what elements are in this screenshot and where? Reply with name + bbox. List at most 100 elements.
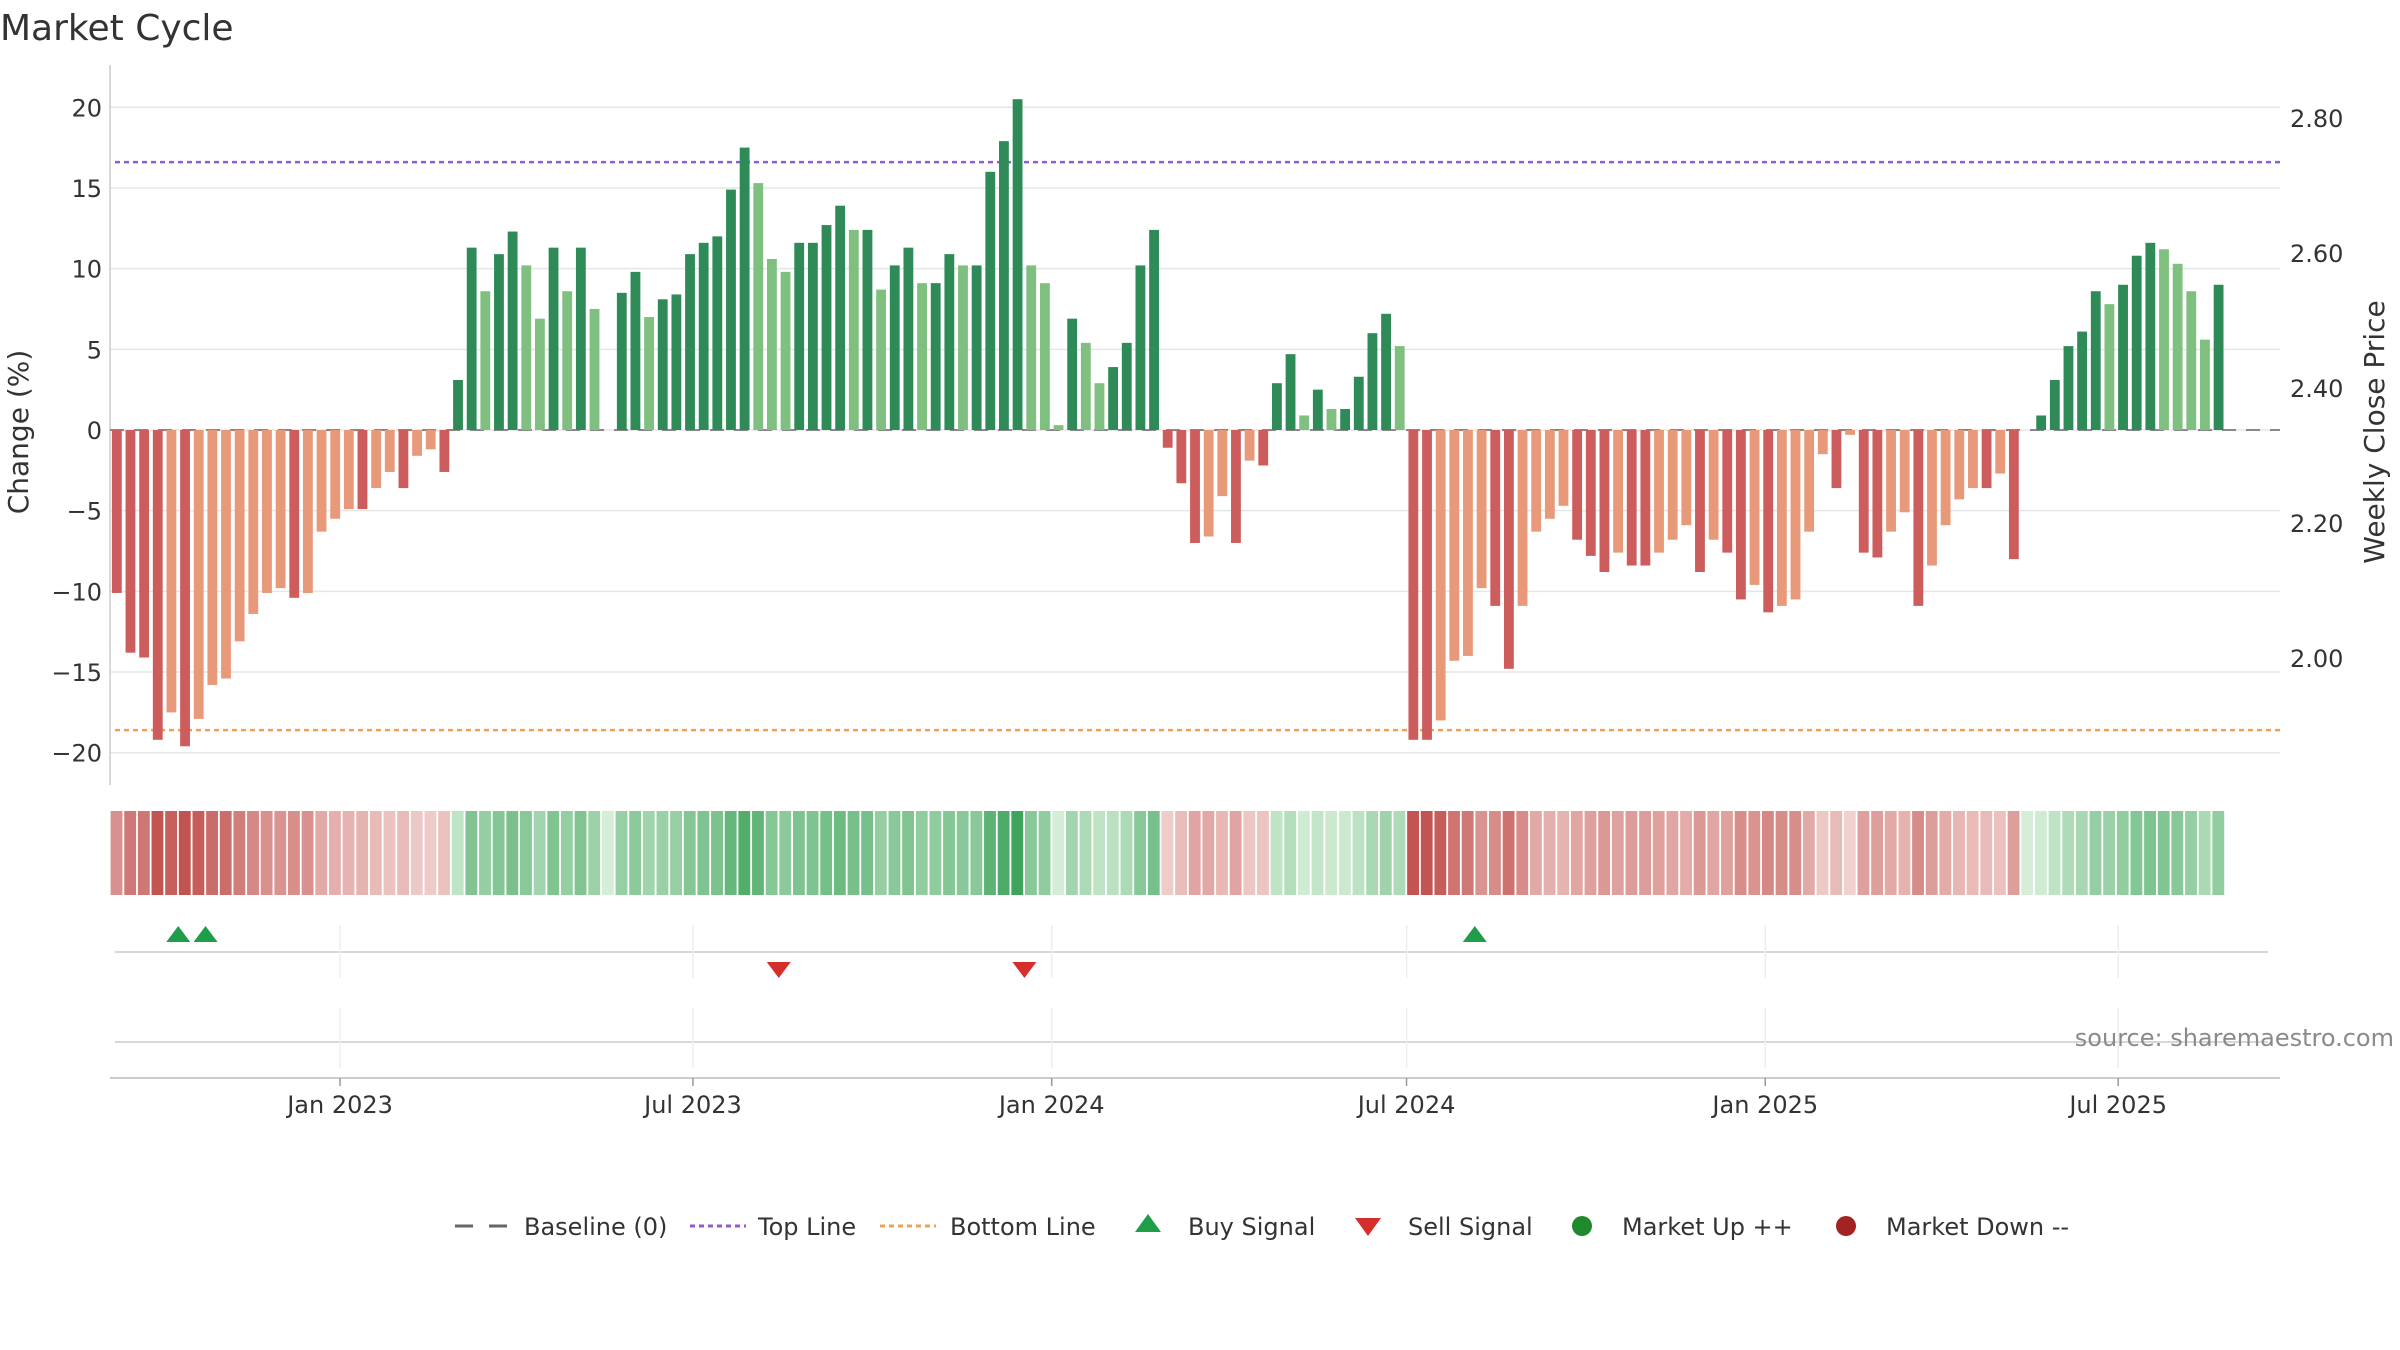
strip-cell	[328, 811, 341, 895]
source-label: source: sharemaestro.com	[2075, 1024, 2394, 1052]
strip-cell	[1857, 811, 1870, 895]
strip-cell	[1734, 811, 1747, 895]
bar	[302, 430, 313, 593]
y-tick-label: −20	[51, 740, 102, 768]
strip-cell	[1093, 811, 1106, 895]
bar	[548, 247, 559, 430]
bar	[1585, 430, 1596, 556]
strip-cell	[615, 811, 628, 895]
strip-cell	[1925, 811, 1938, 895]
strip-cell	[984, 811, 996, 895]
strip-cell	[1680, 811, 1692, 895]
bar	[534, 318, 545, 430]
strip-cell	[2185, 811, 2197, 895]
y-tick-label: 15	[71, 175, 102, 203]
bar	[111, 430, 122, 593]
strip-cell	[1106, 811, 1119, 895]
strip-cell	[247, 811, 259, 895]
strip-cell	[1871, 811, 1884, 895]
bar	[480, 291, 491, 430]
bar	[848, 229, 859, 430]
strip-cell	[1448, 811, 1460, 895]
strip-cell	[1570, 811, 1583, 895]
bar	[1162, 430, 1173, 448]
strip-cell	[2075, 811, 2088, 895]
strip-cell	[670, 811, 683, 895]
bar	[2049, 379, 2060, 430]
legend-marker-circle	[1836, 1216, 1856, 1236]
strip-cell	[547, 811, 560, 895]
strip-cell	[410, 811, 423, 895]
legend-item: Bottom Line	[880, 1213, 1096, 1241]
strip-cell	[301, 811, 314, 895]
bar	[275, 430, 286, 589]
strip-cell	[2089, 811, 2102, 895]
bar	[494, 254, 504, 430]
strip-cell	[847, 811, 860, 895]
bar	[152, 430, 163, 740]
bar	[1749, 430, 1760, 585]
bar	[384, 430, 395, 472]
strip-cell	[1802, 811, 1815, 895]
bar	[876, 289, 887, 430]
bar	[1353, 376, 1364, 430]
strip-cell	[1707, 811, 1720, 895]
strip-cell	[2144, 811, 2156, 895]
bar	[1681, 430, 1692, 526]
strip-cell	[315, 811, 328, 895]
strip-cell	[1284, 811, 1297, 895]
strip-cell	[1461, 811, 1474, 895]
strip-cell	[1939, 811, 1952, 895]
strip-cell	[2048, 811, 2061, 895]
strip-cell	[2130, 811, 2143, 895]
y-axis-title: Change (%)	[2, 350, 35, 515]
bar	[1476, 430, 1487, 589]
bar	[685, 254, 695, 430]
strip-cell	[1311, 811, 1324, 895]
strip-cell	[1898, 811, 1911, 895]
bar	[2036, 415, 2047, 430]
bar	[671, 294, 682, 430]
strip-cell	[601, 811, 614, 895]
y2-tick-label: 2.20	[2290, 510, 2343, 538]
buy-signal-marker	[193, 926, 218, 942]
bar	[2008, 430, 2019, 560]
strip-cell	[451, 811, 464, 895]
bar	[1654, 430, 1664, 553]
strip-cell	[752, 811, 764, 895]
bar	[575, 247, 586, 430]
bar	[1067, 318, 1078, 430]
bar	[1968, 430, 1978, 489]
strip-cell	[1011, 811, 1024, 895]
bar	[712, 236, 723, 430]
bar	[1299, 415, 1310, 430]
legend-item: Baseline (0)	[455, 1213, 667, 1241]
bar	[1121, 342, 1132, 430]
strip-cell	[588, 811, 601, 895]
strip-cell	[888, 811, 901, 895]
bar	[1012, 99, 1023, 431]
strip-cell	[1257, 811, 1269, 895]
bar	[1490, 430, 1501, 606]
strip-cell	[1598, 811, 1611, 895]
y2-axis: 2.80 2.60 2.40 2.20 2.00	[2290, 105, 2343, 673]
strip-cell	[124, 811, 137, 895]
bar	[2213, 284, 2224, 430]
x-tick-label: Jul 2024	[1356, 1091, 1456, 1119]
strip-cell	[1052, 811, 1065, 895]
bar	[1599, 430, 1610, 572]
legend-label: Baseline (0)	[524, 1213, 667, 1241]
strip-cell	[697, 811, 710, 895]
bar	[780, 271, 791, 430]
bar	[1640, 430, 1651, 566]
strip-cell	[915, 811, 928, 895]
bar	[1831, 430, 1842, 489]
strip-cell	[1912, 811, 1924, 895]
strip-cell	[1721, 811, 1733, 895]
legend-marker-triangle-down	[1355, 1218, 1381, 1236]
strip-cell	[629, 811, 642, 895]
strip-cell	[1475, 811, 1488, 895]
bar	[425, 430, 436, 450]
buy-signal-marker	[1462, 926, 1487, 942]
